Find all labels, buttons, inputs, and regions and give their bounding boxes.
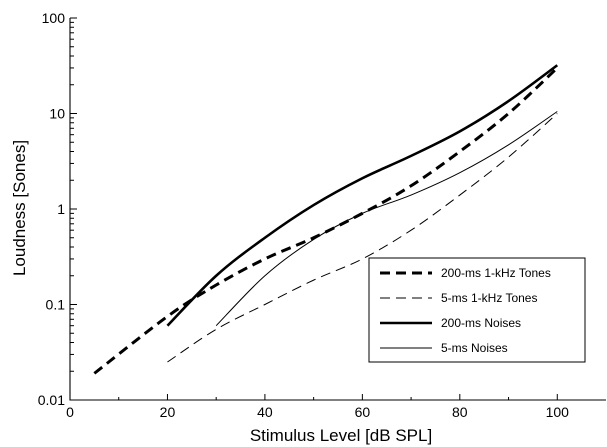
legend-label: 5-ms 1-kHz Tones xyxy=(441,291,537,305)
series-line-1 xyxy=(167,113,558,363)
y-axis-title: Loudness [Sones] xyxy=(10,140,29,276)
x-axis-title: Stimulus Level [dB SPL] xyxy=(250,426,432,445)
x-tick-label: 40 xyxy=(257,404,273,420)
series-line-3 xyxy=(215,111,558,327)
x-tick-label: 60 xyxy=(355,404,371,420)
legend-box xyxy=(368,257,586,363)
y-tick-label: 0.1 xyxy=(46,297,66,313)
series-lines xyxy=(93,64,559,375)
y-tick-label: 10 xyxy=(49,106,65,122)
y-tick-label: 1 xyxy=(57,201,65,217)
legend-label: 200-ms Noises xyxy=(441,316,521,330)
y-tick-label: 0.01 xyxy=(38,392,65,408)
legend-label: 200-ms 1-kHz Tones xyxy=(441,266,551,280)
legend: 200-ms 1-kHz Tones 5-ms 1-kHz Tones 200-ms… xyxy=(368,257,586,363)
y-tick-label: 100 xyxy=(42,10,66,26)
x-tick-label: 0 xyxy=(66,404,74,420)
series-line-2 xyxy=(166,64,559,327)
axes: 0 20 40 60 80 100 0.01 0.1 1 10 100 xyxy=(38,10,606,420)
x-tick-label: 100 xyxy=(546,404,570,420)
x-tick-label: 20 xyxy=(160,404,176,420)
x-tick-label: 80 xyxy=(452,404,468,420)
series-line-0 xyxy=(93,66,559,375)
legend-label: 5-ms Noises xyxy=(441,341,508,355)
